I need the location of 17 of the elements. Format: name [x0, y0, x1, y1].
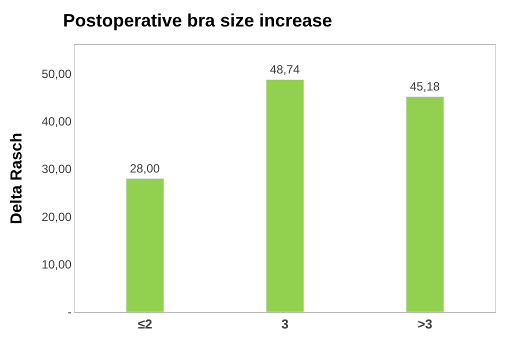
y-axis-title: Delta Rasch — [8, 132, 26, 224]
data-label: 48,74 — [270, 62, 300, 77]
y-tick-label: 20,00 — [42, 210, 72, 224]
bar — [266, 79, 304, 312]
bar — [406, 96, 444, 312]
chart-title: Postoperative bra size increase — [63, 10, 332, 30]
y-tick-label: 50,00 — [42, 66, 72, 81]
x-tick-label: 3 — [281, 316, 289, 332]
data-label: 28,00 — [130, 162, 160, 176]
y-tick-label: 40,00 — [42, 114, 72, 128]
bar — [126, 178, 164, 312]
y-tick-label: 10,00 — [42, 258, 72, 272]
y-tick-label: - — [68, 305, 72, 320]
y-tick-label: 30,00 — [42, 162, 72, 176]
x-tick-label: >3 — [418, 316, 432, 332]
data-label: 45,18 — [410, 80, 440, 94]
x-tick-label: ≤2 — [138, 316, 152, 332]
